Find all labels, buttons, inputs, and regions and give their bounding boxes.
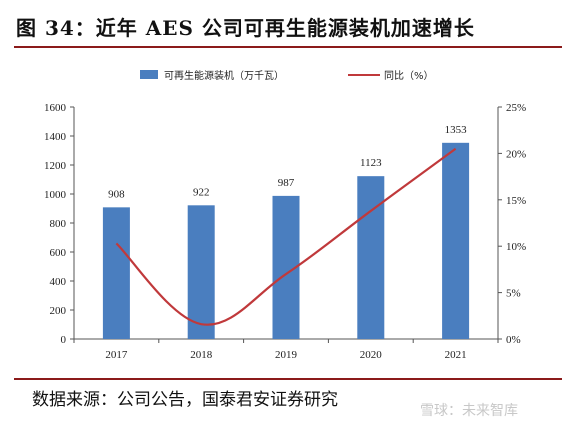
watermark: 雪球：未来智库 [420, 403, 518, 419]
y-left-tick-label: 0 [61, 334, 67, 346]
y-left-tick-label: 1000 [44, 189, 67, 201]
y-left-tick-label: 800 [50, 218, 67, 230]
x-tick-label: 2021 [445, 349, 467, 361]
bar-value-label: 1123 [360, 157, 382, 169]
source-note: 数据来源：公司公告，国泰君安证券研究 [32, 390, 338, 410]
growth-line [115, 147, 457, 326]
bar-value-label: 987 [278, 177, 295, 189]
bar [102, 207, 130, 339]
y-left-tick-label: 1400 [44, 131, 67, 143]
y-left-tick-label: 200 [50, 305, 67, 317]
bar [357, 176, 385, 339]
bar-value-label: 908 [108, 188, 125, 200]
x-tick-label: 2020 [360, 349, 383, 361]
y-left-tick-label: 1200 [44, 160, 67, 172]
y-right-tick-label: 20% [506, 148, 526, 160]
y-right-tick-label: 15% [506, 195, 526, 207]
y-right-tick-label: 25% [506, 102, 526, 114]
chart: 可再生能源装机（万千瓦） 同比（%） 0 200 400 600 800 1000 1200… [44, 69, 526, 361]
title-rule [14, 46, 562, 48]
x-tick-label: 2019 [275, 349, 298, 361]
bar-value-label: 1353 [445, 124, 468, 136]
x-tick-label: 2018 [190, 349, 213, 361]
axes: 0 200 400 600 800 1000 1200 1400 1600 0% 5% 10% 15% 2… [44, 102, 526, 361]
source-rule [14, 378, 562, 380]
legend-line-label: 同比（%） [384, 70, 434, 82]
y-left-tick-label: 600 [50, 247, 67, 259]
legend-bar-label: 可再生能源装机（万千瓦） [164, 69, 284, 82]
bar-value-label: 922 [193, 186, 210, 198]
legend-bar-swatch [140, 70, 158, 79]
bar [187, 205, 215, 339]
legend: 可再生能源装机（万千瓦） 同比（%） [140, 69, 434, 82]
bar [442, 142, 470, 339]
y-right-tick-label: 5% [506, 288, 521, 300]
figure-title: 图 34：近年 AES 公司可再生能源装机加速增长 [16, 16, 475, 40]
bars: 908 922 987 1123 1353 [102, 124, 470, 339]
y-right-tick-label: 10% [506, 241, 526, 253]
growth-line-path [115, 147, 457, 326]
y-left-tick-label: 400 [50, 276, 67, 288]
y-left-tick-label: 1600 [44, 102, 67, 114]
y-right-tick-label: 0% [506, 334, 521, 346]
x-tick-label: 2017 [105, 349, 128, 361]
